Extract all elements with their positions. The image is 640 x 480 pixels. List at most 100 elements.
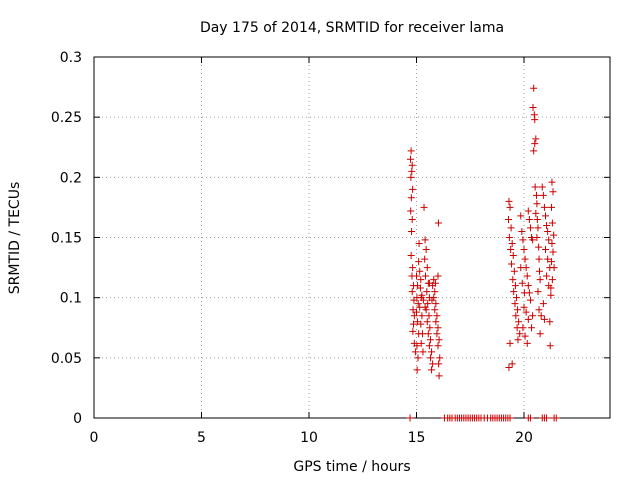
data-point: [525, 215, 533, 223]
x-axis-label: GPS time / hours: [293, 459, 410, 475]
data-point: [549, 188, 557, 196]
data-point: [523, 339, 531, 347]
data-point: [423, 318, 431, 326]
data-point: [434, 272, 442, 280]
data-point: [532, 135, 540, 143]
data-point: [548, 276, 556, 284]
data-point: [539, 191, 547, 199]
data-point: [417, 320, 425, 328]
data-point: [520, 246, 528, 254]
data-point: [545, 236, 553, 244]
data-point: [547, 291, 555, 299]
data-point: [546, 342, 554, 350]
data-point: [542, 246, 549, 254]
data-point: [518, 227, 526, 235]
y-axis-label: SRMTID / TECUs: [7, 182, 23, 295]
data-point: [407, 252, 415, 260]
data-point: [413, 272, 420, 280]
data-point: [524, 207, 532, 215]
data-point: [514, 306, 522, 314]
x-tick-label: 10: [300, 430, 318, 446]
data-point: [411, 348, 419, 356]
data-point: [428, 296, 436, 304]
data-point: [409, 264, 417, 272]
data-point: [534, 224, 542, 232]
data-point: [526, 414, 534, 422]
data-point: [531, 116, 539, 124]
data-point: [420, 203, 428, 211]
data-point: [547, 284, 555, 292]
data-point: [426, 336, 434, 344]
grid-lines: [94, 57, 610, 418]
data-point: [413, 342, 421, 350]
data-point: [433, 312, 441, 320]
data-point: [505, 234, 513, 241]
data-point: [416, 267, 424, 275]
data-point: [544, 227, 552, 235]
data-point: [548, 203, 556, 211]
data-point: [549, 248, 557, 256]
data-point: [519, 324, 527, 332]
data-point: [426, 324, 434, 332]
y-tick-label: 0.25: [51, 110, 82, 126]
data-point: [507, 224, 515, 232]
data-point: [408, 288, 416, 296]
data-point: [533, 234, 541, 241]
data-point: [505, 363, 513, 371]
data-point: [415, 240, 423, 248]
data-point: [548, 219, 556, 227]
data-point: [548, 258, 556, 266]
data-point: [550, 264, 558, 272]
data-points: [406, 84, 560, 422]
data-point: [517, 264, 525, 272]
data-point: [526, 296, 534, 304]
data-point: [530, 147, 538, 155]
data-point: [407, 147, 415, 155]
data-point: [524, 315, 532, 323]
data-point: [529, 104, 537, 112]
data-point: [540, 203, 548, 211]
data-point: [421, 236, 429, 244]
data-point: [522, 308, 530, 316]
data-point: [540, 315, 548, 323]
data-point: [508, 240, 516, 248]
data-point: [406, 414, 414, 422]
data-point: [408, 227, 416, 235]
y-tick-label: 0.2: [60, 170, 82, 186]
data-point: [425, 342, 433, 350]
data-point: [425, 279, 433, 287]
y-tick-label: 0.3: [60, 50, 82, 66]
data-point: [431, 279, 439, 287]
data-point: [519, 236, 527, 244]
data-point: [419, 348, 427, 356]
data-point: [407, 194, 415, 202]
y-tick-label: 0.05: [51, 351, 82, 367]
data-point: [408, 161, 416, 169]
y-tick-label: 0.1: [60, 291, 82, 307]
data-point: [413, 366, 421, 374]
data-point: [550, 231, 558, 239]
data-point: [536, 276, 544, 284]
data-point: [435, 360, 443, 368]
data-point: [515, 318, 523, 326]
data-point: [548, 240, 556, 248]
data-point: [539, 300, 547, 308]
data-point: [436, 354, 444, 362]
data-point: [521, 255, 529, 263]
data-point: [407, 173, 415, 181]
data-point: [416, 284, 424, 292]
data-point: [512, 294, 520, 302]
data-point: [406, 155, 414, 163]
axis-ticks: 0 5 10 15 20 0 0.05 0.1 0.15 0.2 0.25 0.3: [51, 50, 610, 446]
data-point: [552, 414, 560, 422]
data-point: [505, 197, 513, 205]
data-point: [532, 209, 540, 217]
data-point: [434, 219, 442, 227]
data-point: [431, 306, 439, 314]
data-point: [421, 303, 429, 311]
data-point: [423, 288, 431, 296]
data-point: [418, 312, 426, 320]
data-point: [534, 288, 542, 296]
data-point: [425, 312, 433, 320]
data-point: [543, 221, 551, 229]
